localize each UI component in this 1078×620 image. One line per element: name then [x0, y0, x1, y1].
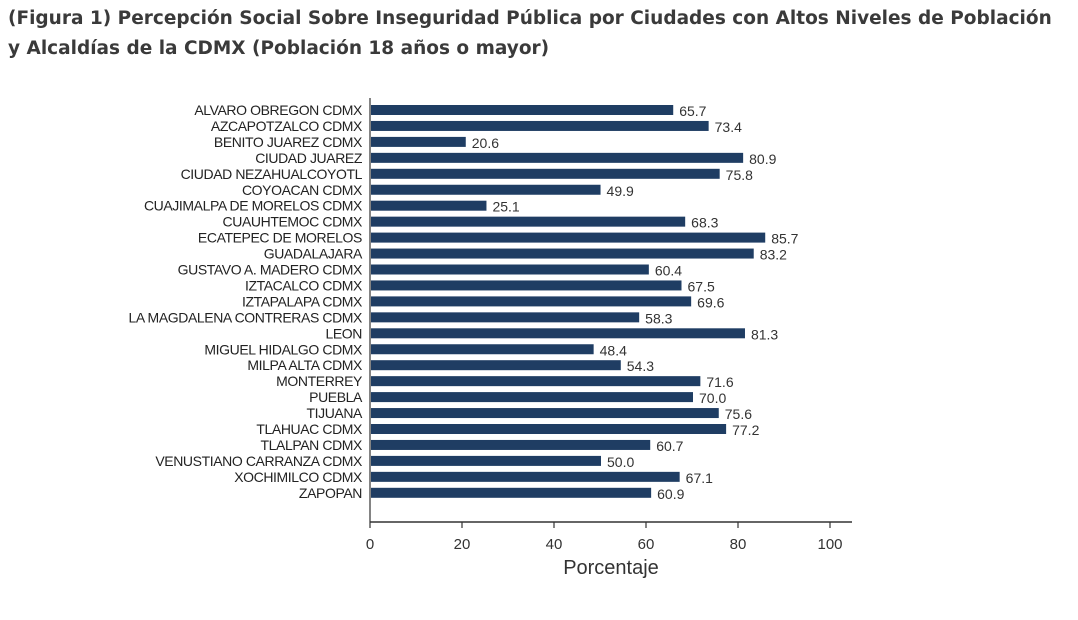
data-label: 60.4	[655, 263, 682, 279]
data-label: 75.8	[726, 167, 753, 183]
bar	[371, 168, 720, 179]
category-label: LEON	[325, 325, 362, 341]
x-tick-label: 20	[454, 536, 471, 553]
category-label: GUADALAJARA	[264, 246, 363, 262]
category-label: LA MAGDALENA CONTRERAS CDMX	[129, 309, 364, 325]
data-label: 80.9	[749, 151, 776, 167]
bar	[371, 344, 594, 355]
category-label: GUSTAVO A. MADERO CDMX	[178, 262, 363, 278]
bar	[371, 392, 693, 403]
data-label: 77.2	[732, 422, 759, 438]
category-label: IZTACALCO CDMX	[245, 277, 363, 293]
data-label: 20.6	[472, 135, 499, 151]
data-label: 67.1	[686, 470, 713, 486]
data-label: 48.4	[600, 342, 627, 358]
data-label: 50.0	[607, 454, 634, 470]
data-label: 68.3	[691, 215, 718, 231]
category-label: CIUDAD JUAREZ	[255, 150, 363, 166]
bar	[371, 328, 745, 339]
data-label: 58.3	[645, 310, 672, 326]
bar	[371, 296, 692, 307]
data-label: 54.3	[627, 358, 654, 374]
x-tick-label: 100	[817, 536, 842, 553]
data-label: 69.6	[697, 294, 724, 310]
data-label: 49.9	[607, 183, 634, 199]
bar	[371, 455, 601, 466]
category-label: CIUDAD NEZAHUALCOYOTL	[181, 166, 363, 182]
bar	[371, 408, 719, 419]
bar	[371, 248, 754, 259]
category-label: XOCHIMILCO CDMX	[234, 469, 363, 485]
category-label: ECATEPEC DE MORELOS	[198, 230, 362, 246]
bar	[371, 136, 466, 147]
category-label: MILPA ALTA CDMX	[247, 357, 363, 373]
bar	[371, 439, 651, 450]
bar	[371, 312, 640, 323]
bar	[371, 280, 682, 291]
bar	[371, 360, 621, 371]
data-label: 60.7	[656, 438, 683, 454]
category-label: MIGUEL HIDALGO CDMX	[204, 341, 363, 357]
category-label: BENITO JUAREZ CDMX	[214, 134, 363, 150]
category-label: TLALPAN CDMX	[260, 437, 363, 453]
x-tick-label: 80	[730, 536, 747, 553]
data-label: 73.4	[715, 119, 742, 135]
data-label: 75.6	[725, 406, 752, 422]
bar	[371, 152, 744, 163]
bar	[371, 184, 601, 195]
x-tick-label: 60	[638, 536, 655, 553]
data-label: 85.7	[771, 231, 798, 247]
data-label: 60.9	[657, 486, 684, 502]
bar	[371, 120, 709, 131]
category-label: MONTERREY	[276, 373, 363, 389]
bar	[371, 424, 727, 434]
category-label: VENUSTIANO CARRANZA CDMX	[155, 453, 363, 469]
category-label: ZAPOPAN	[299, 485, 362, 501]
data-label: 65.7	[679, 103, 706, 119]
data-label: 71.6	[706, 374, 733, 390]
data-label: 70.0	[699, 390, 726, 406]
bar	[371, 216, 686, 227]
category-label: TLAHUAC CDMX	[256, 421, 363, 437]
data-label: 25.1	[492, 199, 519, 215]
bar	[371, 105, 674, 115]
data-label: 81.3	[751, 326, 778, 342]
data-label: 67.5	[688, 278, 715, 294]
category-label: AZCAPOTZALCO CDMX	[211, 118, 363, 134]
bar	[371, 487, 652, 498]
category-label: PUEBLA	[309, 389, 363, 405]
data-label: 83.2	[760, 247, 787, 263]
x-tick-label: 40	[546, 536, 563, 553]
chart-title: (Figura 1) Percepción Social Sobre Inseg…	[8, 8, 1052, 59]
category-label: CUAUHTEMOC CDMX	[223, 214, 364, 230]
bar	[371, 264, 649, 275]
category-label: TIJUANA	[306, 405, 363, 421]
category-label: CUAJIMALPA DE MORELOS CDMX	[144, 198, 363, 214]
category-label: ALVARO OBREGON CDMX	[194, 102, 363, 118]
x-tick-label: 0	[366, 536, 374, 553]
category-label: COYOACAN CDMX	[242, 182, 363, 198]
x-axis-label: Porcentaje	[563, 557, 659, 579]
bar	[371, 471, 680, 482]
bar	[371, 200, 487, 211]
category-label: IZTAPALAPA CDMX	[242, 293, 363, 309]
bar	[371, 232, 766, 243]
bar	[371, 376, 701, 387]
